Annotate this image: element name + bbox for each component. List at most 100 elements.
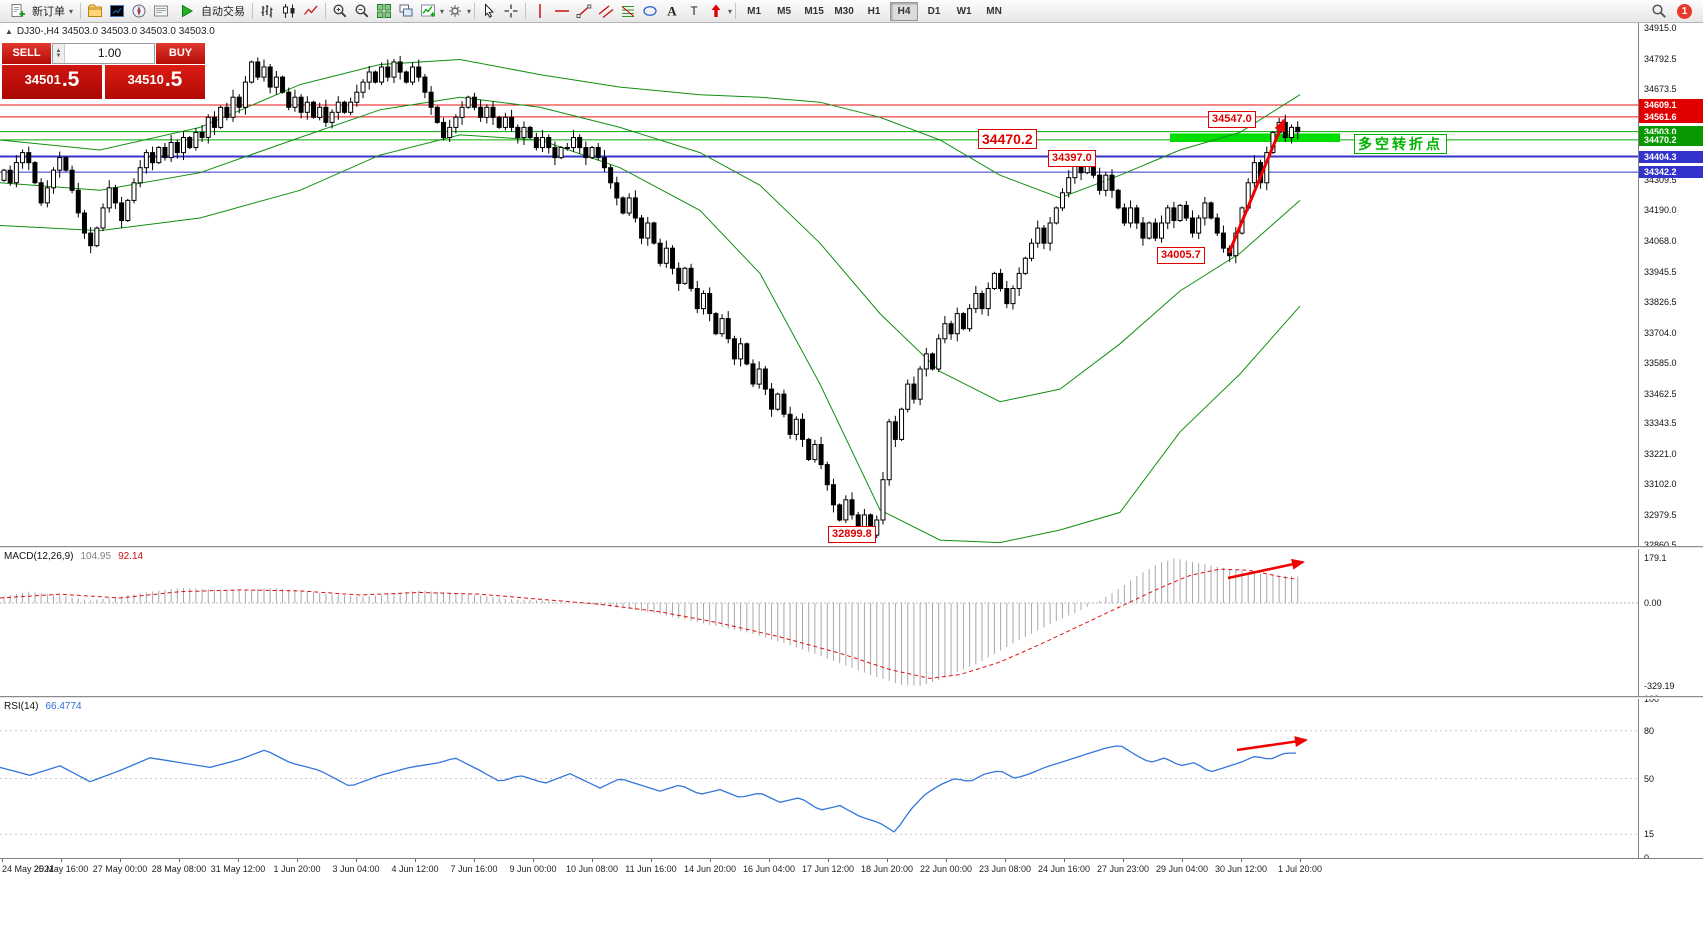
label-tool-icon[interactable]: T bbox=[683, 2, 705, 21]
rsi-value: 66.4774 bbox=[45, 701, 82, 712]
caret-down-icon[interactable]: ▾ bbox=[440, 6, 445, 16]
symbol-ohlc-text: DJ30-,H4 34503.0 34503.0 34503.0 34503.0 bbox=[16, 26, 215, 37]
trend-arrow[interactable] bbox=[1236, 734, 1309, 752]
svg-text:T: T bbox=[690, 4, 698, 18]
volume-spinner[interactable]: ▲ ▼ bbox=[53, 44, 65, 63]
toolbar-separator bbox=[474, 3, 476, 19]
time-tick bbox=[1182, 859, 1183, 862]
buy-price-display[interactable]: 34510 .5 bbox=[105, 65, 205, 99]
sell-button[interactable]: SELL bbox=[2, 43, 51, 64]
arrows-tool-icon[interactable] bbox=[705, 2, 727, 21]
trendline-tool-icon[interactable] bbox=[573, 2, 595, 21]
note-annotation[interactable]: 多空转折点 bbox=[1354, 134, 1447, 154]
time-label: 24 May 2021 bbox=[2, 864, 55, 874]
time-label: 29 Jun 04:00 bbox=[1155, 864, 1209, 874]
cursor-icon[interactable] bbox=[478, 2, 500, 21]
timeframe-w1[interactable]: W1 bbox=[956, 5, 972, 17]
volume-input[interactable]: ▲ ▼ 1.00 bbox=[52, 43, 155, 64]
time-label: 10 Jun 08:00 bbox=[565, 864, 619, 874]
bollinger-bands[interactable] bbox=[0, 58, 1301, 544]
timeframe-m30[interactable]: M30 bbox=[834, 5, 854, 17]
time-tick bbox=[2, 859, 3, 862]
price-axis-label: 34673.5 bbox=[1644, 84, 1677, 94]
crosshair-icon[interactable] bbox=[500, 2, 522, 21]
autotrading-button[interactable]: 自动交易 bbox=[172, 2, 249, 21]
price-axis-label: 34915.0 bbox=[1644, 23, 1677, 33]
time-tick bbox=[828, 859, 829, 862]
sell-price-main: 34501 bbox=[24, 72, 61, 87]
candlestick-chart-icon[interactable] bbox=[278, 2, 300, 21]
price-annotation[interactable]: 34005.7 bbox=[1157, 247, 1205, 264]
macd-name: MACD(12,26,9) bbox=[4, 551, 74, 562]
time-label: 7 Jun 16:00 bbox=[450, 864, 498, 874]
timeframe-h1[interactable]: H1 bbox=[867, 5, 881, 17]
bar-chart-icon[interactable] bbox=[256, 2, 278, 21]
timeframe-h4[interactable]: H4 bbox=[890, 1, 919, 21]
highlight-bar[interactable] bbox=[1170, 133, 1340, 142]
rsi-axis-label: 100 bbox=[1644, 694, 1660, 704]
panel-separator[interactable] bbox=[0, 696, 1703, 699]
time-tick bbox=[297, 859, 298, 862]
buy-price-frac: .5 bbox=[164, 68, 183, 91]
text-tool-icon[interactable]: A bbox=[661, 2, 683, 21]
macd-axis-label: 0.00 bbox=[1644, 598, 1662, 608]
profiles-icon[interactable] bbox=[84, 2, 106, 21]
main-chart-panel[interactable]: ▲ DJ30-,H4 34503.0 34503.0 34503.0 34503… bbox=[0, 23, 1638, 546]
time-tick bbox=[179, 859, 180, 862]
templates-icon[interactable] bbox=[444, 2, 466, 21]
caret-down-icon[interactable]: ▾ bbox=[467, 6, 472, 16]
timeframe-m5[interactable]: M5 bbox=[777, 5, 792, 17]
horizontal-line-tool-icon[interactable] bbox=[551, 2, 573, 21]
timeframe-group: M1 M5 M15 M30 H1 H4 D1 W1 MN bbox=[739, 1, 1009, 21]
rsi-panel[interactable]: RSI(14) 66.4774 bbox=[0, 699, 1638, 858]
trend-arrow[interactable] bbox=[1227, 556, 1306, 580]
notification-badge[interactable]: 1 bbox=[1677, 3, 1692, 19]
symbol-ohlc-line: ▲ DJ30-,H4 34503.0 34503.0 34503.0 34503… bbox=[5, 26, 215, 37]
time-axis[interactable]: 24 May 2021 25 May 16:00 27 May 00:00 28 Ma… bbox=[0, 858, 1703, 878]
channel-tool-icon[interactable] bbox=[595, 2, 617, 21]
price-axis-label: 34309.5 bbox=[1644, 175, 1677, 185]
price-axis-label: 34068.0 bbox=[1644, 236, 1677, 246]
volume-value[interactable]: 1.00 bbox=[97, 46, 122, 60]
sell-price-display[interactable]: 34501 .5 bbox=[2, 65, 102, 99]
new-order-button[interactable]: 新订单 ▾ bbox=[3, 2, 77, 21]
price-annotation[interactable]: 32899.8 bbox=[828, 526, 876, 543]
indicators-icon[interactable] bbox=[417, 2, 439, 21]
price-annotation[interactable]: 34470.2 bbox=[978, 129, 1037, 149]
terminal-icon[interactable] bbox=[150, 2, 172, 21]
macd-histogram bbox=[3, 558, 1299, 686]
panel-separator[interactable] bbox=[0, 546, 1703, 549]
price-annotation[interactable]: 34397.0 bbox=[1048, 150, 1096, 167]
timeframe-m15[interactable]: M15 bbox=[804, 5, 824, 17]
fibonacci-tool-icon[interactable] bbox=[617, 2, 639, 21]
candles bbox=[1, 55, 1301, 539]
price-axis-label: 33221.0 bbox=[1644, 449, 1677, 459]
caret-down-icon[interactable]: ▾ bbox=[728, 6, 733, 16]
vertical-line-tool-icon[interactable] bbox=[529, 2, 551, 21]
macd-panel[interactable]: MACD(12,26,9) 104.95 92.14 bbox=[0, 549, 1638, 696]
market-watch-icon[interactable] bbox=[106, 2, 128, 21]
price-axis[interactable]: 34915.0 34792.5 34673.5 34309.5 34190.0 34068… bbox=[1638, 23, 1703, 863]
timeframe-m1[interactable]: M1 bbox=[747, 5, 762, 17]
zoom-in-icon[interactable] bbox=[329, 2, 351, 21]
time-label: 27 Jun 23:00 bbox=[1096, 864, 1150, 874]
time-tick bbox=[533, 859, 534, 862]
price-axis-label: 33462.5 bbox=[1644, 389, 1677, 399]
shapes-tool-icon[interactable] bbox=[639, 2, 661, 21]
zoom-out-icon[interactable] bbox=[351, 2, 373, 21]
price-axis-label: 33343.5 bbox=[1644, 418, 1677, 428]
time-tick bbox=[769, 859, 770, 862]
line-chart-icon[interactable] bbox=[300, 2, 322, 21]
search-icon[interactable] bbox=[1648, 2, 1670, 21]
price-annotation[interactable]: 34547.0 bbox=[1208, 111, 1256, 128]
timeframe-d1[interactable]: D1 bbox=[927, 5, 941, 17]
navigator-icon[interactable] bbox=[128, 2, 150, 21]
timeframe-mn[interactable]: MN bbox=[986, 5, 1002, 17]
trend-arrow[interactable] bbox=[1227, 116, 1290, 254]
tile-windows-icon[interactable] bbox=[373, 2, 395, 21]
cascade-windows-icon[interactable] bbox=[395, 2, 417, 21]
rsi-line bbox=[0, 745, 1296, 833]
expand-panel-icon[interactable]: ▲ bbox=[5, 27, 13, 36]
buy-button[interactable]: BUY bbox=[156, 43, 205, 64]
